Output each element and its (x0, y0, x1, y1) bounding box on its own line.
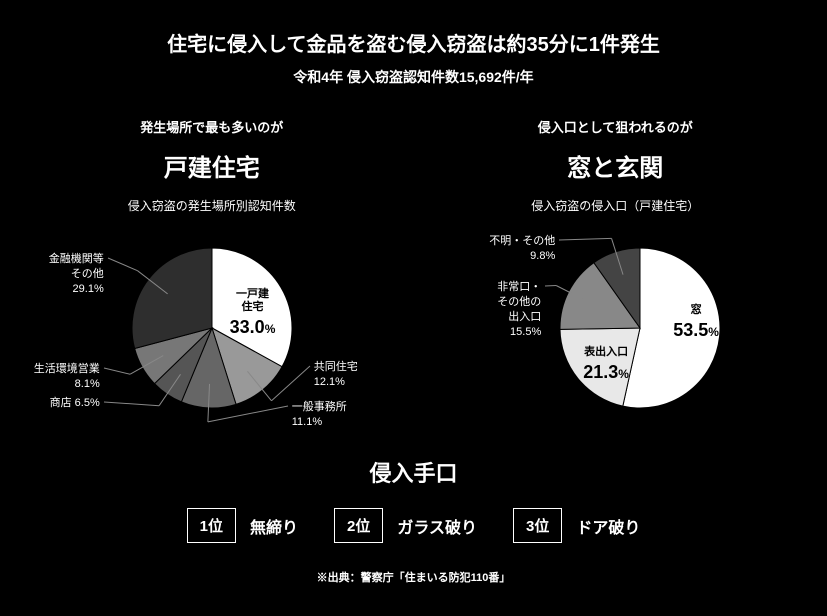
chart-left-pie: 一戸建住宅33.0% 共同住宅12.1% 一般事務所11.1% 商店 6.5% 生活環境… (32, 228, 392, 428)
rank-box: 2位 (334, 508, 383, 543)
pie-slice-label: 共同住宅12.1% (314, 360, 358, 390)
chart-right-pie: 窓53.5% 表出入口21.3% 非常口・その他の出入口15.5% 不明・その他9.8… (435, 228, 795, 428)
chart-right-caption: 侵入窃盗の侵入口（戸建住宅） (424, 197, 808, 214)
method-name: 無締り (250, 514, 298, 538)
pie-slice-label: 不明・その他9.8% (489, 234, 555, 264)
pie-slice-label: 金融機関等その他29.1% (49, 252, 104, 297)
page-subtitle: 令和4年 侵入窃盗認知件数15,692件/年 (20, 67, 807, 87)
page-title: 住宅に侵入して金品を盗む侵入窃盗は約35分に1件発生 (20, 28, 807, 57)
method-name: ガラス破り (397, 514, 477, 538)
rank-box: 3位 (513, 508, 562, 543)
source-note: ※出典：警察庁「住まいる防犯110番」 (20, 569, 807, 585)
method-item-2: 2位ガラス破り (334, 508, 477, 543)
header: 住宅に侵入して金品を盗む侵入窃盗は約35分に1件発生 令和4年 侵入窃盗認知件数… (20, 28, 807, 87)
method-item-1: 1位無締り (187, 508, 298, 543)
methods-title: 侵入手口 (20, 456, 807, 488)
method-name: ドア破り (576, 514, 640, 538)
methods-row: 1位無締り 2位ガラス破り 3位ドア破り (20, 508, 807, 543)
pie-slice-label: 一般事務所11.1% (292, 400, 347, 430)
chart-left-lead: 発生場所で最も多いのが (20, 117, 404, 136)
pie-slice-label: 一戸建住宅33.0% (230, 288, 276, 340)
chart-right-lead: 侵入口として狙われるのが (424, 117, 808, 136)
methods-section: 侵入手口 1位無締り 2位ガラス破り 3位ドア破り (20, 456, 807, 543)
pie-slice-label: 非常口・その他の出入口15.5% (497, 280, 541, 339)
chart-left-caption: 侵入窃盗の発生場所別認知件数 (20, 197, 404, 214)
method-item-3: 3位ドア破り (513, 508, 640, 543)
chart-left-block: 発生場所で最も多いのが 戸建住宅 侵入窃盗の発生場所別認知件数 一戸建住宅33.… (20, 117, 404, 428)
pie-slice-label: 商店 6.5% (50, 396, 100, 411)
pie-slice-label: 表出入口21.3% (583, 346, 629, 384)
rank-box: 1位 (187, 508, 236, 543)
chart-right-block: 侵入口として狙われるのが 窓と玄関 侵入窃盗の侵入口（戸建住宅） 窓53.5% 表… (424, 117, 808, 428)
chart-left-main: 戸建住宅 (20, 148, 404, 183)
charts-row: 発生場所で最も多いのが 戸建住宅 侵入窃盗の発生場所別認知件数 一戸建住宅33.… (20, 117, 807, 428)
pie-slice-label: 窓53.5% (673, 304, 719, 342)
pie-slice-label: 生活環境営業8.1% (34, 362, 100, 392)
chart-right-main: 窓と玄関 (424, 148, 808, 183)
